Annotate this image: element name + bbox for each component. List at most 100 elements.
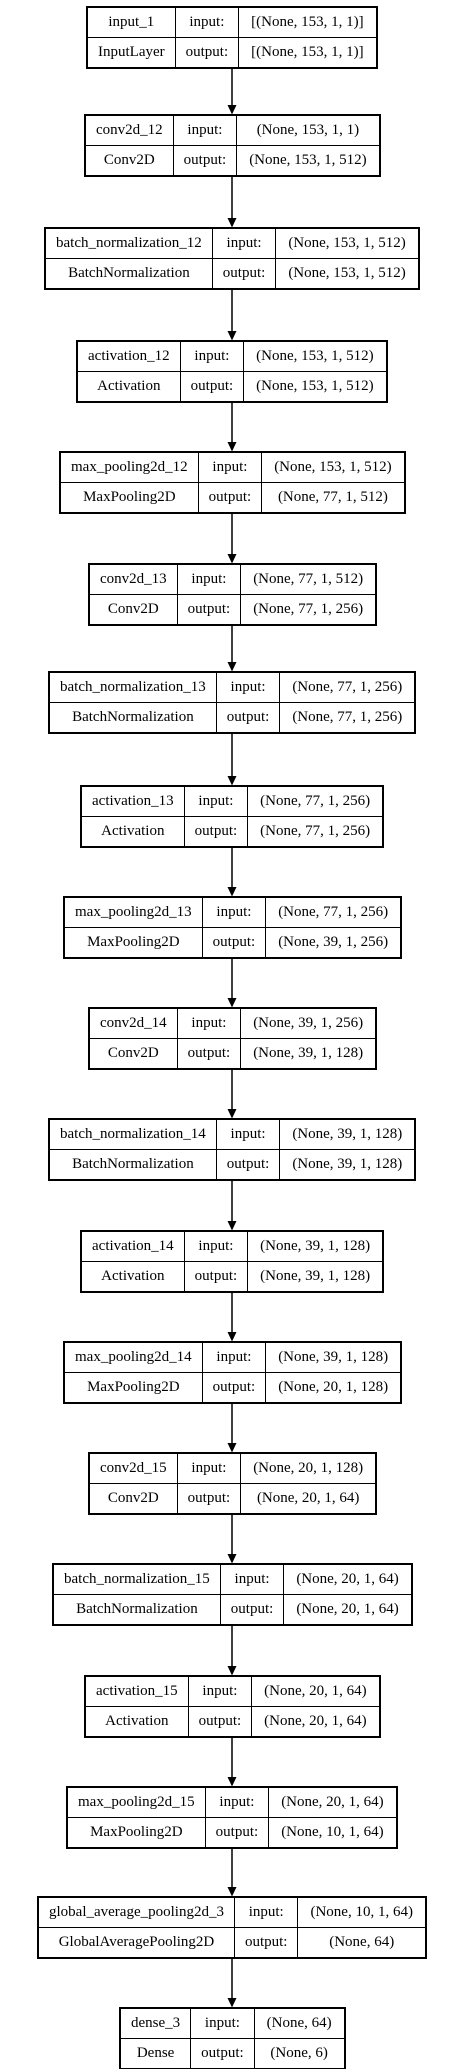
input-label: input: bbox=[179, 341, 245, 372]
arrowhead-icon bbox=[227, 662, 237, 672]
arrowhead-icon bbox=[227, 1998, 237, 2008]
output-label: output: bbox=[215, 702, 281, 733]
input-label: input: bbox=[174, 7, 240, 38]
arrowhead-icon bbox=[227, 1887, 237, 1897]
layer-name: max_pooling2d_15 bbox=[67, 1787, 206, 1818]
input-label: input: bbox=[201, 897, 267, 928]
layer-node: batch_normalization_12 input: (None, 153, … bbox=[44, 227, 420, 290]
input-shape: (None, 20, 1, 64) bbox=[268, 1787, 397, 1818]
layer-node: activation_13 input: (None, 77, 1, 256) Act… bbox=[79, 785, 385, 848]
input-shape: (None, 39, 1, 256) bbox=[240, 1008, 377, 1039]
input-label: input: bbox=[183, 786, 249, 817]
layer-node: input_1 input: [(None, 153, 1, 1)] InputLay… bbox=[86, 6, 378, 69]
layer-node: max_pooling2d_14 input: (None, 39, 1, 128)… bbox=[62, 1341, 403, 1404]
input-shape: (None, 39, 1, 128) bbox=[265, 1342, 402, 1373]
layer-node: batch_normalization_13 input: (None, 77, 1… bbox=[47, 671, 417, 734]
output-shape: (None, 39, 1, 128) bbox=[247, 1261, 384, 1292]
input-shape: [(None, 153, 1, 1)] bbox=[238, 7, 377, 38]
arrowhead-icon bbox=[227, 1666, 237, 1676]
layer-table: input_1 input: [(None, 153, 1, 1)] InputLay… bbox=[86, 6, 378, 69]
layer-name: activation_13 bbox=[81, 786, 185, 817]
arrowhead-icon bbox=[227, 1332, 237, 1342]
output-label: output: bbox=[201, 1372, 267, 1403]
layer-type: BatchNormalization bbox=[45, 258, 213, 289]
output-shape: (None, 10, 1, 64) bbox=[268, 1817, 397, 1848]
output-label: output: bbox=[204, 1817, 270, 1848]
layer-node: conv2d_13 input: (None, 77, 1, 512) Conv2D o… bbox=[87, 563, 378, 626]
layer-name: batch_normalization_13 bbox=[49, 672, 217, 703]
layer-table: max_pooling2d_14 input: (None, 39, 1, 128)… bbox=[62, 1341, 403, 1404]
layer-type: BatchNormalization bbox=[49, 1149, 217, 1180]
layer-name: batch_normalization_15 bbox=[53, 1564, 221, 1595]
layer-name: activation_14 bbox=[81, 1231, 185, 1262]
layer-node: max_pooling2d_13 input: (None, 77, 1, 256)… bbox=[62, 896, 403, 959]
output-shape: (None, 20, 1, 64) bbox=[283, 1594, 412, 1625]
input-shape: (None, 153, 1, 512) bbox=[261, 452, 405, 483]
layer-name: global_average_pooling2d_3 bbox=[38, 1897, 235, 1928]
layer-name: batch_normalization_14 bbox=[49, 1119, 217, 1150]
layer-type: InputLayer bbox=[87, 37, 176, 68]
output-shape: (None, 77, 1, 256) bbox=[240, 594, 377, 625]
arrowhead-icon bbox=[227, 105, 237, 115]
output-shape: (None, 39, 1, 128) bbox=[240, 1038, 377, 1069]
input-shape: (None, 10, 1, 64) bbox=[297, 1897, 426, 1928]
layer-type: Conv2D bbox=[89, 594, 178, 625]
output-shape: (None, 39, 1, 256) bbox=[265, 927, 402, 958]
layer-table: global_average_pooling2d_3 input: (None, 1… bbox=[37, 1896, 427, 1959]
arrowhead-icon bbox=[227, 887, 237, 897]
input-shape: (None, 153, 1, 512) bbox=[275, 228, 419, 259]
arrowhead-icon bbox=[227, 1554, 237, 1564]
output-label: output: bbox=[201, 927, 267, 958]
output-label: output: bbox=[219, 1594, 285, 1625]
arrowhead-icon bbox=[227, 998, 237, 1008]
layer-table: max_pooling2d_15 input: (None, 20, 1, 64) M… bbox=[66, 1786, 398, 1849]
output-label: output: bbox=[174, 37, 240, 68]
layer-name: dense_3 bbox=[119, 2008, 192, 2039]
input-label: input: bbox=[219, 1564, 285, 1595]
output-label: output: bbox=[215, 1149, 281, 1180]
input-label: input: bbox=[201, 1342, 267, 1373]
output-label: output: bbox=[176, 594, 242, 625]
layer-type: MaxPooling2D bbox=[67, 1817, 206, 1848]
layer-table: batch_normalization_12 input: (None, 153, … bbox=[44, 227, 420, 290]
output-label: output: bbox=[187, 1706, 253, 1737]
layer-type: Activation bbox=[81, 1261, 185, 1292]
layer-node: max_pooling2d_15 input: (None, 20, 1, 64) M… bbox=[66, 1786, 398, 1849]
layer-node: batch_normalization_14 input: (None, 39, 1… bbox=[47, 1118, 417, 1181]
layer-name: activation_15 bbox=[85, 1676, 189, 1707]
layer-table: conv2d_15 input: (None, 20, 1, 128) Conv2D o… bbox=[87, 1452, 378, 1515]
output-shape: (None, 64) bbox=[297, 1927, 426, 1958]
layer-type: GlobalAveragePooling2D bbox=[38, 1927, 235, 1958]
layer-node: conv2d_15 input: (None, 20, 1, 128) Conv2D o… bbox=[87, 1452, 378, 1515]
input-label: input: bbox=[190, 2008, 255, 2039]
input-shape: (None, 39, 1, 128) bbox=[247, 1231, 384, 1262]
input-label: input: bbox=[197, 452, 263, 483]
output-label: output: bbox=[176, 1038, 242, 1069]
layer-table: batch_normalization_13 input: (None, 77, 1… bbox=[47, 671, 417, 734]
layer-name: conv2d_14 bbox=[89, 1008, 178, 1039]
input-label: input: bbox=[187, 1676, 253, 1707]
input-label: input: bbox=[215, 1119, 281, 1150]
arrowhead-icon bbox=[227, 1777, 237, 1787]
input-shape: (None, 39, 1, 128) bbox=[279, 1119, 416, 1150]
output-shape: [(None, 153, 1, 1)] bbox=[238, 37, 377, 68]
layer-node: conv2d_12 input: (None, 153, 1, 1) Conv2D ou… bbox=[84, 114, 381, 177]
layer-node: activation_14 input: (None, 39, 1, 128) Act… bbox=[79, 1230, 385, 1293]
layer-name: conv2d_15 bbox=[89, 1453, 178, 1484]
output-shape: (None, 77, 1, 256) bbox=[279, 702, 416, 733]
layer-type: Conv2D bbox=[89, 1483, 178, 1514]
input-shape: (None, 20, 1, 64) bbox=[251, 1676, 380, 1707]
input-shape: (None, 153, 1, 512) bbox=[243, 341, 387, 372]
input-shape: (None, 20, 1, 64) bbox=[283, 1564, 412, 1595]
layer-table: activation_13 input: (None, 77, 1, 256) Act… bbox=[79, 785, 385, 848]
layer-name: conv2d_13 bbox=[89, 564, 178, 595]
arrowhead-icon bbox=[227, 331, 237, 341]
layer-node: activation_15 input: (None, 20, 1, 64) Acti… bbox=[84, 1675, 381, 1738]
input-shape: (None, 77, 1, 512) bbox=[240, 564, 377, 595]
arrowhead-icon bbox=[227, 1109, 237, 1119]
input-shape: (None, 64) bbox=[253, 2008, 345, 2039]
output-shape: (None, 153, 1, 512) bbox=[243, 371, 387, 402]
output-shape: (None, 39, 1, 128) bbox=[279, 1149, 416, 1180]
input-shape: (None, 77, 1, 256) bbox=[265, 897, 402, 928]
